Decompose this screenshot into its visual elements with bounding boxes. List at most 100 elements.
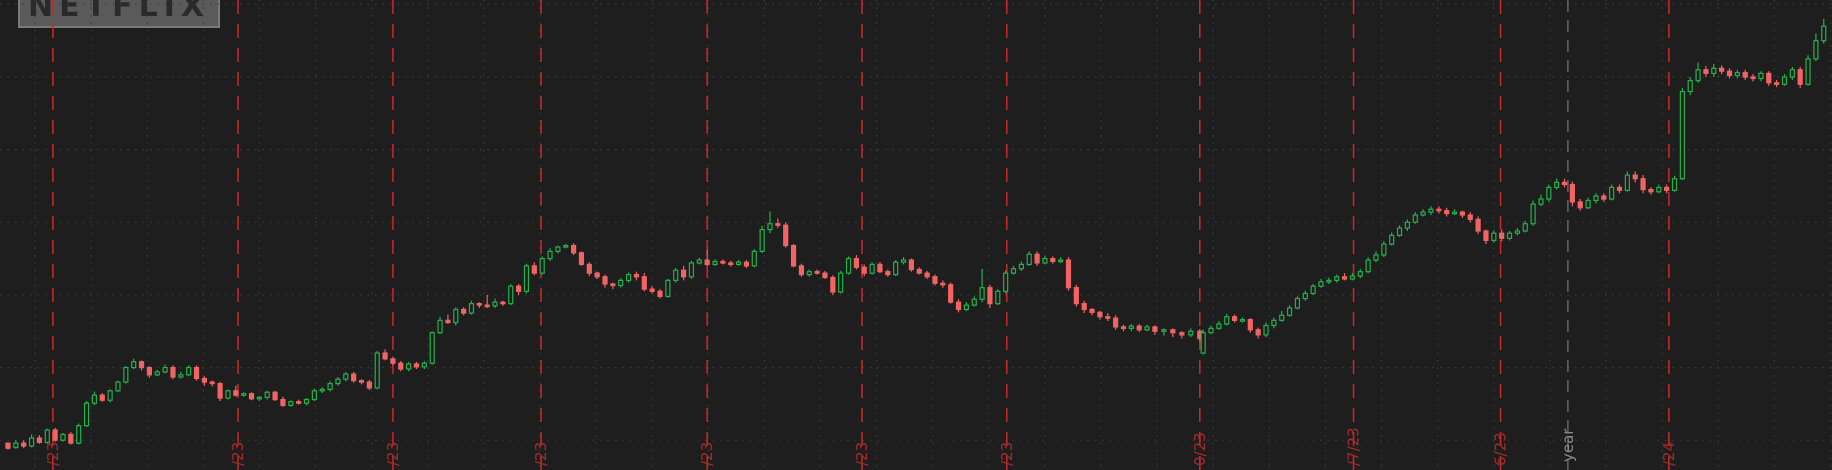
- candle-body: [162, 366, 168, 373]
- candle-down: [1459, 210, 1466, 218]
- candle-down: [1179, 331, 1185, 339]
- candle-up: [508, 284, 514, 306]
- candle-body: [241, 393, 247, 396]
- candle-up: [107, 389, 113, 403]
- candle-down: [790, 244, 797, 268]
- candle-down: [1797, 66, 1803, 88]
- candle-body: [720, 260, 726, 264]
- candle-up: [523, 263, 530, 294]
- candle-up: [1624, 171, 1630, 192]
- candle-body: [1018, 263, 1024, 270]
- candle-down: [146, 366, 152, 378]
- candle-up: [288, 400, 294, 407]
- candle-down: [1499, 229, 1505, 242]
- candle-body: [1318, 281, 1324, 287]
- candle-body: [13, 442, 19, 449]
- candle-body: [256, 396, 262, 400]
- candle-body: [1734, 72, 1740, 77]
- candle-up: [1805, 55, 1811, 86]
- candle-body: [1389, 234, 1395, 245]
- candle-up: [1310, 284, 1316, 295]
- candle-up: [1396, 225, 1403, 237]
- candle-body: [845, 258, 852, 274]
- candle-body: [1073, 287, 1079, 305]
- candle-up: [845, 256, 852, 275]
- candle-body: [36, 437, 43, 443]
- candle-body: [421, 362, 427, 368]
- candle-down: [657, 289, 663, 299]
- candle-body: [688, 262, 695, 278]
- candle-down: [500, 300, 506, 306]
- candle-body: [924, 272, 930, 278]
- candle-down: [570, 243, 577, 255]
- candle-down: [1766, 71, 1772, 86]
- candle-body: [1569, 183, 1575, 203]
- candle-up: [1381, 241, 1387, 258]
- candle-down: [1467, 212, 1473, 223]
- candle-down: [1726, 68, 1733, 79]
- candle-down: [390, 356, 396, 366]
- candle-body: [1444, 210, 1450, 215]
- candle-body: [1703, 69, 1709, 74]
- candle-body: [170, 366, 176, 378]
- candle-body: [775, 223, 781, 226]
- candle-body: [1136, 325, 1142, 331]
- candle-body: [1758, 72, 1764, 80]
- candle-body: [398, 362, 404, 370]
- candle-up: [1208, 325, 1214, 335]
- candle-down: [1601, 193, 1607, 202]
- candle-body: [44, 429, 50, 443]
- candle-body: [1224, 316, 1230, 325]
- candle-body: [1200, 332, 1206, 354]
- candle-up: [1593, 193, 1599, 204]
- candle-body: [1813, 40, 1819, 60]
- netflix-logo: NETFLIX: [18, 0, 220, 28]
- candle-down: [366, 379, 372, 391]
- candle-up: [1326, 277, 1332, 285]
- candle-up: [712, 259, 718, 266]
- candle-body: [790, 244, 797, 267]
- candle-body: [303, 398, 310, 404]
- candle-up: [1058, 257, 1064, 263]
- candle-up: [625, 272, 632, 283]
- candle-up: [437, 316, 443, 335]
- candle-down: [680, 265, 687, 281]
- candle-body: [115, 381, 121, 392]
- candle-body: [680, 269, 687, 278]
- candle-body: [453, 308, 459, 324]
- candle-down: [5, 442, 11, 450]
- candle-body: [916, 268, 922, 274]
- candle-up: [1003, 270, 1009, 294]
- candle-up: [13, 440, 19, 449]
- candle-up: [1286, 305, 1293, 317]
- candle-down: [1247, 318, 1253, 333]
- candle-down: [52, 427, 58, 442]
- candle-body: [1081, 303, 1087, 311]
- candle-down: [1089, 308, 1095, 316]
- candle-body: [201, 377, 207, 383]
- candle-body: [327, 382, 333, 390]
- candle-body: [107, 390, 113, 401]
- candle-body: [374, 352, 380, 389]
- candle-up: [115, 380, 121, 393]
- candle-body: [217, 382, 223, 399]
- candle-body: [1648, 189, 1654, 193]
- candle-body: [1373, 254, 1379, 261]
- candle-body: [272, 391, 278, 401]
- candle-body: [1349, 275, 1356, 280]
- candle-down: [1561, 178, 1568, 188]
- candle-body: [1128, 325, 1134, 329]
- candle-body: [60, 433, 66, 441]
- candle-body: [1632, 174, 1638, 180]
- candle-body: [1695, 69, 1701, 82]
- candle-body: [948, 284, 954, 303]
- candle-body: [1561, 181, 1568, 186]
- candle-body: [335, 378, 341, 385]
- candle-body: [531, 265, 537, 274]
- candle-up: [1018, 261, 1024, 271]
- candle-down: [516, 284, 522, 295]
- candle-body: [539, 258, 545, 274]
- date-label: /24: [1660, 442, 1678, 466]
- candle-body: [1310, 285, 1316, 295]
- candle-body: [861, 266, 867, 274]
